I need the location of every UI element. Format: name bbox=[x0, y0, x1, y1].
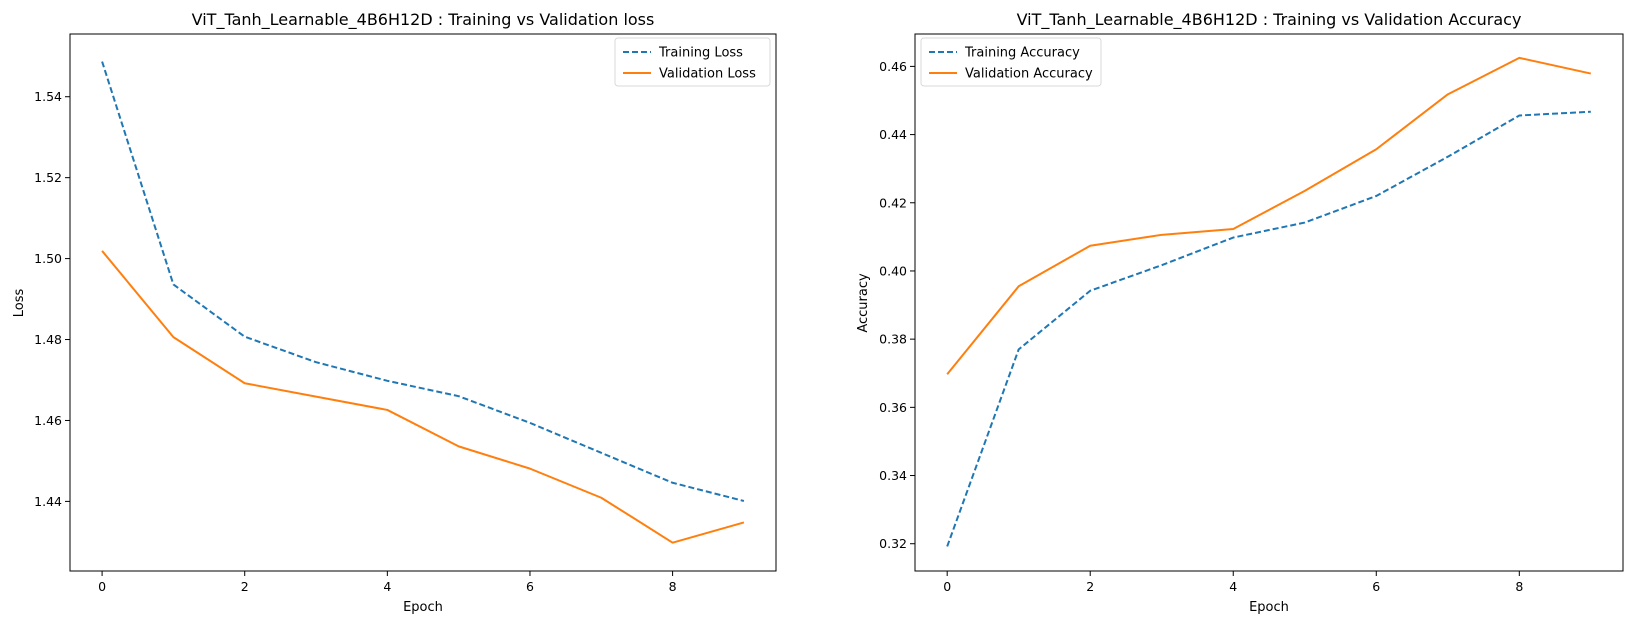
accuracy-xtick-label: 8 bbox=[1515, 579, 1523, 594]
accuracy-ytick-label: 0.46 bbox=[879, 59, 907, 74]
loss-ytick-label: 1.44 bbox=[34, 494, 62, 509]
loss-ytick-label: 1.50 bbox=[34, 251, 62, 266]
accuracy-chart-xlabel: Epoch bbox=[1249, 600, 1289, 615]
loss-ytick-label: 1.54 bbox=[34, 89, 62, 104]
accuracy-legend-label-training: Training Accuracy bbox=[964, 46, 1080, 61]
accuracy-legend: Training Accuracy Validation Accuracy bbox=[920, 37, 1102, 87]
accuracy-chart: ViT_Tanh_Learnable_4B6H12D : Training vs… bbox=[856, 10, 1624, 615]
loss-series-line-training bbox=[101, 61, 745, 502]
loss-xtick-label: 0 bbox=[98, 579, 106, 594]
loss-legend: Training Loss Validation Loss bbox=[614, 37, 771, 87]
loss-xtick-label: 6 bbox=[526, 579, 534, 594]
loss-legend-label-validation: Validation Loss bbox=[659, 67, 756, 82]
loss-xtick-label: 2 bbox=[241, 579, 249, 594]
accuracy-ytick-label: 0.36 bbox=[879, 400, 907, 415]
accuracy-series-line-validation bbox=[946, 56, 1592, 375]
accuracy-chart-title: ViT_Tanh_Learnable_4B6H12D : Training vs… bbox=[1017, 10, 1522, 30]
accuracy-legend-box bbox=[920, 37, 1102, 87]
loss-axes-frame bbox=[69, 33, 777, 572]
accuracy-xtick-label: 4 bbox=[1229, 579, 1237, 594]
loss-legend-box bbox=[614, 37, 771, 87]
accuracy-ytick-label: 0.38 bbox=[879, 332, 907, 347]
accuracy-ytick-label: 0.42 bbox=[879, 195, 907, 210]
loss-chart-ylabel: Loss bbox=[12, 289, 27, 318]
loss-ytick-label: 1.48 bbox=[34, 332, 62, 347]
loss-chart-title: ViT_Tanh_Learnable_4B6H12D : Training vs… bbox=[192, 10, 655, 30]
accuracy-xtick-label: 6 bbox=[1372, 579, 1380, 594]
accuracy-xtick-label: 2 bbox=[1086, 579, 1094, 594]
accuracy-legend-label-validation: Validation Accuracy bbox=[965, 67, 1093, 82]
accuracy-series-line-training bbox=[946, 110, 1591, 547]
accuracy-ytick-label: 0.40 bbox=[879, 263, 907, 278]
accuracy-ytick-label: 0.44 bbox=[879, 127, 907, 142]
loss-chart: ViT_Tanh_Learnable_4B6H12D : Training vs… bbox=[12, 10, 777, 615]
loss-ytick-label: 1.52 bbox=[34, 170, 62, 185]
loss-xtick-label: 8 bbox=[669, 579, 677, 594]
loss-chart-xlabel: Epoch bbox=[403, 600, 443, 615]
accuracy-xtick-label: 0 bbox=[943, 579, 951, 594]
accuracy-ytick-label: 0.34 bbox=[879, 468, 907, 483]
accuracy-ytick-label: 0.32 bbox=[879, 536, 907, 551]
accuracy-chart-ylabel: Accuracy bbox=[856, 273, 871, 333]
loss-ytick-label: 1.46 bbox=[34, 413, 62, 428]
loss-xtick-label: 4 bbox=[383, 579, 391, 594]
accuracy-axes-frame bbox=[914, 33, 1624, 572]
loss-legend-label-training: Training Loss bbox=[658, 46, 743, 61]
loss-series-line-validation bbox=[101, 250, 745, 544]
